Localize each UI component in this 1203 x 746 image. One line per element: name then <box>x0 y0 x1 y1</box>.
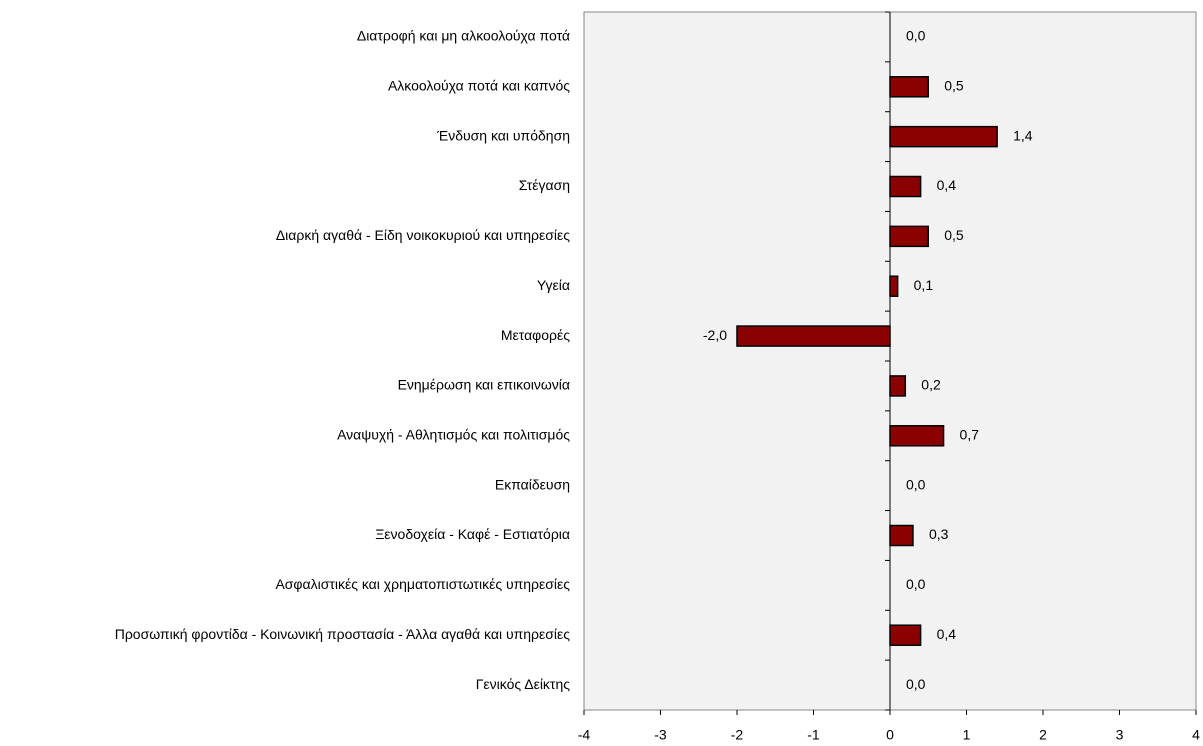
bar <box>889 624 922 646</box>
x-tick-label: -1 <box>807 727 820 743</box>
x-tick-label: -3 <box>654 727 667 743</box>
category-label: Αλκοολούχα ποτά και καπνός <box>388 77 570 93</box>
data-label: 0,2 <box>921 377 941 393</box>
data-label: 0,1 <box>914 277 934 293</box>
data-label: 0,4 <box>937 177 957 193</box>
category-label: Στέγαση <box>519 177 570 193</box>
bar <box>889 425 945 447</box>
category-label: Διατροφή και μη αλκοολούχα ποτά <box>357 28 570 44</box>
x-tick-label: 4 <box>1192 727 1200 743</box>
data-label: 0,5 <box>944 227 964 243</box>
bar <box>889 275 899 297</box>
bar <box>889 125 998 148</box>
bar <box>736 325 891 347</box>
data-label: 0,5 <box>944 77 964 93</box>
data-label: 0,0 <box>906 476 926 492</box>
data-label: 0,0 <box>906 676 926 692</box>
x-tick-label: 2 <box>1039 727 1047 743</box>
x-tick-label: 3 <box>1116 727 1124 743</box>
bar <box>889 175 922 198</box>
category-label: Ένδυση και υπόδηση <box>436 127 570 143</box>
data-label: 0,4 <box>937 626 957 642</box>
x-tick-label: -4 <box>578 727 591 743</box>
category-label: Προσωπική φροντίδα - Κοινωνική προστασία… <box>115 626 571 642</box>
data-label: 0,0 <box>906 576 926 592</box>
category-label: Γενικός Δείκτης <box>476 676 571 692</box>
x-tick-label: -2 <box>731 727 744 743</box>
category-label: Διαρκή αγαθά - Είδη νοικοκυριού και υπηρ… <box>276 227 570 243</box>
category-label: Εκπαίδευση <box>495 476 570 492</box>
x-tick-label: 1 <box>963 727 971 743</box>
data-label: 0,7 <box>960 426 980 442</box>
category-label: Αναψυχή - Αθλητισμός και πολιτισμός <box>337 426 570 442</box>
category-label: Υγεία <box>537 277 570 293</box>
bar <box>889 375 907 397</box>
bar <box>889 76 929 98</box>
x-tick-label: 0 <box>886 727 894 743</box>
category-label: Ξενοδοχεία - Καφέ - Εστιατόρια <box>375 526 570 542</box>
category-label: Μεταφορές <box>501 327 570 343</box>
data-label: 0,0 <box>906 28 926 44</box>
category-label: Ασφαλιστικές και χρηματοπιστωτικές υπηρε… <box>275 576 570 592</box>
category-label: Ενημέρωση και επικοινωνία <box>398 377 570 393</box>
data-label: -2,0 <box>703 327 727 343</box>
bar <box>889 225 929 248</box>
data-label: 0,3 <box>929 526 949 542</box>
data-label: 1,4 <box>1013 127 1033 143</box>
bar <box>889 524 914 547</box>
